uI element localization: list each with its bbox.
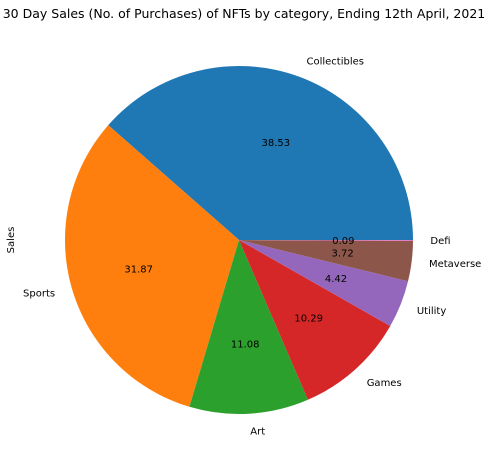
pie-slice-utility xyxy=(239,240,409,327)
value-label-collectibles: 38.53 xyxy=(261,138,290,149)
category-label-defi: Defi xyxy=(430,236,450,247)
value-label-art: 11.08 xyxy=(231,340,260,351)
pie-slice-art xyxy=(189,240,308,414)
pie-slice-defi xyxy=(239,240,413,241)
value-label-utility: 4.42 xyxy=(325,274,347,285)
value-label-metaverse: 3.72 xyxy=(331,248,353,259)
value-label-defi: 0.09 xyxy=(332,236,354,247)
category-label-metaverse: Metaverse xyxy=(429,259,481,270)
pie-slice-games xyxy=(239,240,391,400)
value-label-sports: 31.87 xyxy=(124,264,153,275)
category-label-utility: Utility xyxy=(417,306,446,317)
pie-slice-collectibles xyxy=(108,66,413,240)
pie-slice-metaverse xyxy=(239,240,413,282)
category-label-collectibles: Collectibles xyxy=(306,56,364,67)
category-label-sports: Sports xyxy=(23,288,55,299)
chart-title: 30 Day Sales (No. of Purchases) of NFTs … xyxy=(2,6,486,21)
value-label-games: 10.29 xyxy=(294,313,323,324)
pie-slice-sports xyxy=(64,125,239,407)
y-axis-label: Sales xyxy=(6,227,17,254)
category-label-art: Art xyxy=(250,427,265,438)
category-label-games: Games xyxy=(367,378,402,389)
